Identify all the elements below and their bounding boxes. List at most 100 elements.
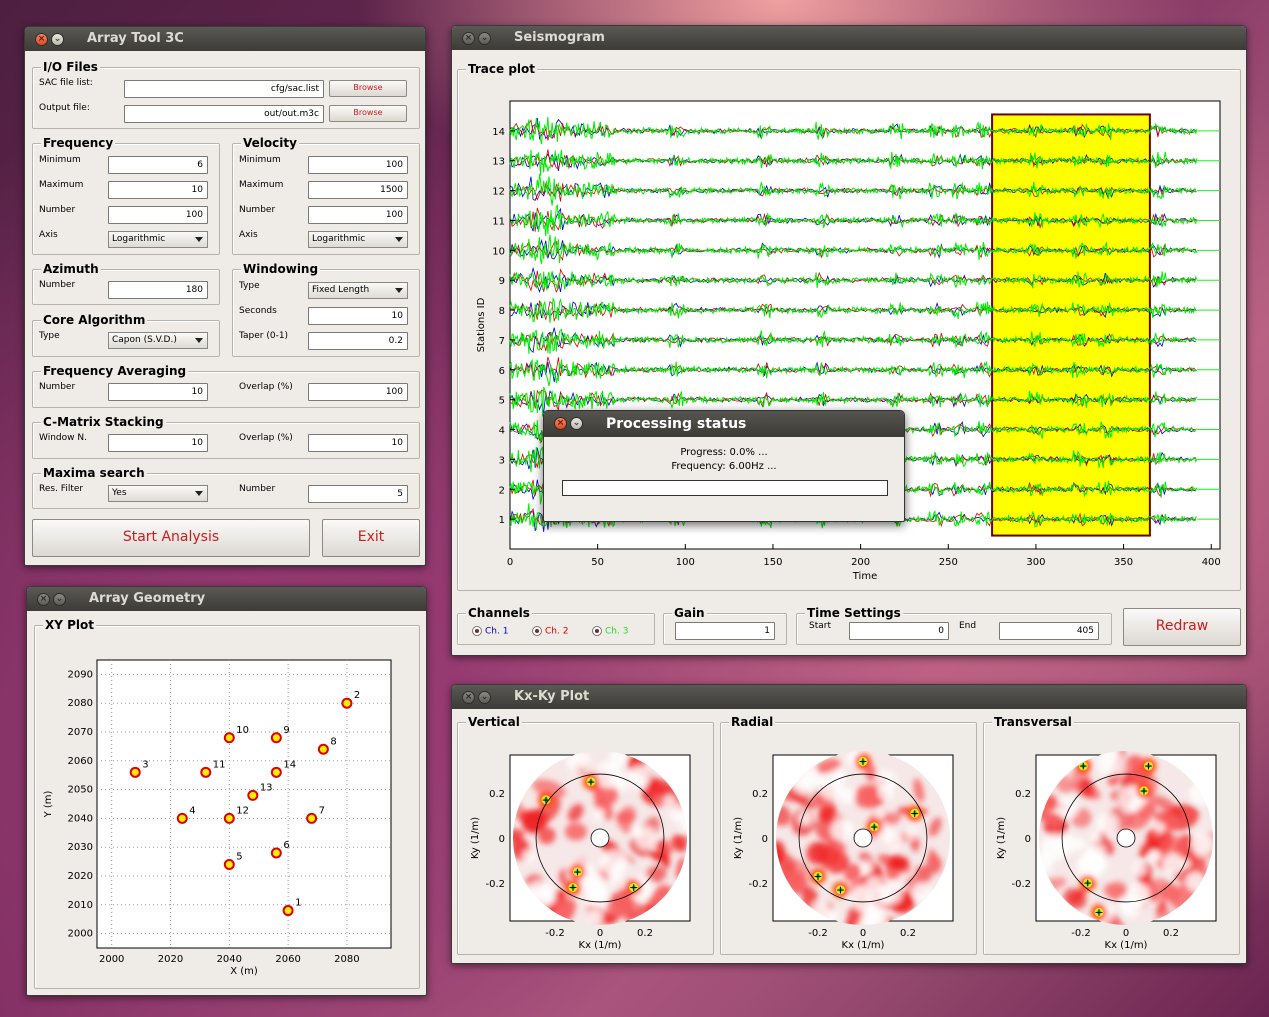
y-tick-label: 0.2 [1015, 789, 1031, 800]
blobs [1038, 750, 1214, 926]
x-tick-label: 2080 [334, 954, 359, 965]
channel-2-radio[interactable]: Ch. 2 [532, 626, 568, 638]
close-icon[interactable]: × [462, 691, 475, 704]
x-tick-label: 2040 [217, 954, 242, 965]
x-tick-label: 0 [507, 557, 513, 568]
minimize-icon[interactable]: ⌄ [51, 33, 64, 46]
max-num-label: Number [239, 484, 276, 494]
minimize-icon[interactable]: ⌄ [570, 417, 583, 430]
x-tick-label: 0 [860, 928, 866, 939]
channel-1-radio[interactable]: Ch. 1 [472, 626, 508, 638]
max-res-select[interactable]: Yes [108, 485, 208, 502]
low-power-blob [610, 875, 627, 891]
core-algorithm-group: Core Algorithm Type Capon (S.V.D.) [32, 313, 220, 357]
vel-num-input[interactable]: 100 [308, 206, 408, 224]
close-icon[interactable]: × [37, 593, 50, 606]
station-marker [223, 732, 235, 744]
cm-win-input[interactable]: 10 [108, 434, 208, 452]
power-blob [845, 904, 858, 926]
low-power-blob [1154, 822, 1166, 833]
favg-overlap-input[interactable]: 100 [308, 383, 408, 401]
freq-min-label: Minimum [39, 155, 81, 165]
power-blob [616, 811, 636, 824]
trace-ch3-station-11 [509, 203, 1198, 236]
core-type-select[interactable]: Capon (S.V.D.) [108, 332, 208, 349]
vel-min-input[interactable]: 100 [308, 156, 408, 174]
close-icon[interactable]: × [35, 33, 48, 46]
power-blob [854, 784, 879, 809]
azimuth-num-input[interactable]: 180 [108, 281, 208, 299]
win-type-select[interactable]: Fixed Length [308, 282, 408, 299]
cmatrix-stacking-group: C-Matrix Stacking Window N. 10 Overlap (… [32, 415, 420, 459]
station-label: 5 [236, 851, 242, 862]
trace-ch3-station-8 [509, 297, 1198, 323]
maximum-marker: + [629, 881, 638, 894]
time-end-input[interactable]: 405 [999, 622, 1099, 640]
station-label: 1 [295, 898, 301, 909]
vertical-kxky-plot: + + + + + -0.2 0 0.2 0.2 0 -0.2 Kx (1/m) Ky (1/m) [470, 750, 691, 951]
station-marker [223, 858, 235, 870]
transversal-kxky-plot: + ++++-0.2 0 0.20.20-0.2Kx (1/m)Ky (1/m) [996, 750, 1217, 951]
output-file-input[interactable]: out/out.m3c [124, 105, 324, 123]
power-blob [859, 852, 874, 866]
trace-ch3-station-6 [509, 358, 1198, 387]
sac-file-input[interactable]: cfg/sac.list [124, 80, 324, 98]
freq-axis-select[interactable]: Logarithmic [108, 231, 208, 248]
station-label: 4 [189, 805, 195, 816]
y-tick-label: 2 [499, 485, 505, 496]
power-blob [811, 842, 842, 866]
win-taper-input[interactable]: 0.2 [308, 332, 408, 350]
y-tick-label: 11 [492, 216, 505, 227]
minimize-icon[interactable]: ⌄ [478, 32, 491, 45]
power-blob [567, 803, 584, 822]
vel-axis-select[interactable]: Logarithmic [308, 231, 408, 248]
gain-input[interactable]: 1 [675, 622, 775, 640]
cm-overlap-input[interactable]: 10 [308, 434, 408, 452]
frequency-text: Frequency: 6.00Hz ... [671, 461, 777, 472]
power-blob [775, 849, 797, 874]
group-label: C-Matrix Stacking [41, 415, 166, 429]
channel-label: Ch. 3 [605, 626, 629, 637]
low-power-blob [540, 889, 557, 906]
minimize-icon[interactable]: ⌄ [53, 593, 66, 606]
trace-ch3-station-13 [509, 149, 1198, 176]
radio-icon [592, 626, 602, 636]
freq-max-input[interactable]: 10 [108, 181, 208, 199]
channel-3-radio[interactable]: Ch. 3 [592, 626, 628, 638]
low-power-blob [593, 808, 605, 821]
group-label: Azimuth [41, 262, 101, 276]
power-blob [928, 848, 939, 871]
redraw-button[interactable]: Redraw [1123, 608, 1241, 646]
exit-button[interactable]: Exit [322, 519, 420, 557]
chevron-down-icon [395, 237, 403, 242]
x-tick-label: 2060 [275, 954, 300, 965]
station-label: 10 [236, 725, 249, 736]
vel-max-input[interactable]: 1500 [308, 181, 408, 199]
y-tick-label: 2030 [68, 842, 93, 853]
power-blob [913, 778, 925, 803]
station-marker [223, 812, 235, 824]
peak-center [543, 797, 549, 802]
analysis-window-highlight [991, 113, 1151, 537]
output-browse-button[interactable]: Browse [329, 105, 407, 122]
win-seconds-input[interactable]: 10 [308, 307, 408, 325]
minimize-icon[interactable]: ⌄ [478, 691, 491, 704]
freq-min-input[interactable]: 6 [108, 156, 208, 174]
peak-center [1096, 910, 1102, 915]
sac-browse-button[interactable]: Browse [329, 80, 407, 97]
favg-num-input[interactable]: 10 [108, 383, 208, 401]
kxky-window: × ⌄ Kx-Ky Plot Vertical + + + + + -0.2 0 0.2 0.2… [451, 684, 1247, 964]
close-icon[interactable]: × [554, 417, 567, 430]
group-label: Velocity [241, 136, 299, 150]
start-analysis-button[interactable]: Start Analysis [32, 519, 310, 557]
y-tick-label: 4 [499, 426, 505, 437]
maximum-marker: + [910, 807, 919, 820]
close-icon[interactable]: × [462, 32, 475, 45]
station-label: 8 [330, 736, 336, 747]
max-num-input[interactable]: 5 [308, 485, 408, 503]
freq-num-input[interactable]: 100 [108, 206, 208, 224]
power-blob [788, 859, 811, 876]
peak-center [1081, 763, 1086, 769]
time-start-input[interactable]: 0 [849, 622, 949, 640]
x-tick-label: -0.2 [808, 928, 828, 939]
